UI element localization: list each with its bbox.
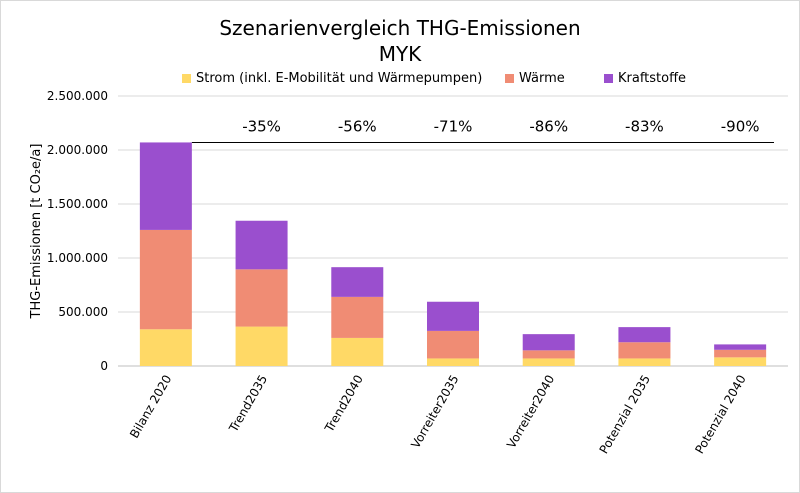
x-tick-label: Bilanz 2020	[127, 373, 174, 441]
bar-strom-2	[235, 326, 288, 366]
y-tick-label: 2.500.000	[47, 89, 108, 103]
bar-strom-5	[522, 358, 575, 366]
reduction-label: -56%	[338, 117, 377, 135]
reduction-label: -83%	[625, 117, 664, 135]
legend-item-kraftstoffe: Kraftstoffe	[604, 68, 686, 88]
bar-kraftstoffe-4	[427, 301, 479, 331]
legend-swatch-kraftstoffe	[604, 73, 613, 83]
bar-waerme-3	[331, 296, 384, 338]
x-tick-label: Vorreiter2040	[504, 373, 557, 451]
reduction-label: -71%	[434, 117, 473, 135]
legend-label-kraftstoffe: Kraftstoffe	[618, 70, 687, 86]
bar-waerme-1	[139, 229, 192, 330]
legend-item-strom: Strom (inkl. E-Mobilität und Wärmepumpen…	[182, 68, 482, 88]
x-tick-label: Potenzial 2035	[597, 373, 653, 457]
legend-label-strom: Strom (inkl. E-Mobilität und Wärmepumpen…	[196, 70, 483, 86]
x-tick-label: Potenzial 2040	[692, 373, 748, 457]
bar-kraftstoffe-3	[331, 267, 384, 297]
legend-label-waerme: Wärme	[519, 70, 565, 86]
bar-waerme-7	[714, 349, 767, 358]
legend-swatch-strom	[182, 73, 191, 83]
bar-strom-1	[139, 329, 192, 366]
reduction-label: -86%	[529, 117, 568, 135]
y-tick-label: 1.000.000	[47, 251, 108, 265]
bar-waerme-6	[618, 342, 671, 359]
y-tick-label: 2.000.000	[47, 143, 108, 157]
legend-swatch-waerme	[505, 73, 514, 83]
chart-title: Szenarienvergleich THG-Emissionen	[219, 16, 581, 40]
bar-kraftstoffe-7	[714, 344, 767, 350]
x-tick-label: Vorreiter2035	[408, 373, 461, 451]
bar-strom-6	[618, 358, 671, 366]
bar-waerme-2	[235, 269, 288, 327]
y-axis-label: THG-Emissionen [t CO₂e/a]	[29, 144, 44, 320]
y-tick-label: 500.000	[58, 305, 108, 319]
y-tick-label: 1.500.000	[47, 197, 108, 211]
reduction-label: -90%	[721, 117, 760, 135]
bar-waerme-5	[522, 350, 575, 359]
bar-kraftstoffe-6	[618, 327, 671, 343]
x-tick-label: Trend2035	[226, 373, 270, 436]
bar-strom-7	[714, 357, 767, 366]
bar-kraftstoffe-2	[235, 220, 288, 270]
reduction-label: -35%	[242, 117, 281, 135]
bar-waerme-4	[427, 330, 479, 359]
legend-item-waerme: Wärme	[505, 68, 565, 88]
bar-strom-4	[427, 358, 479, 366]
x-tick-label: Trend2040	[322, 373, 366, 436]
bar-strom-3	[331, 337, 384, 366]
y-tick-label: 0	[100, 359, 108, 373]
chart-subtitle: MYK	[378, 42, 422, 66]
bar-kraftstoffe-5	[522, 334, 575, 351]
bar-kraftstoffe-1	[139, 142, 192, 230]
